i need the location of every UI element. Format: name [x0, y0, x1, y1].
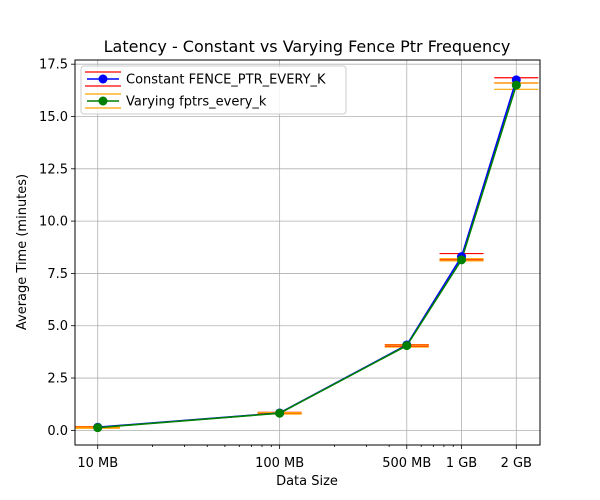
legend: Constant FENCE_PTR_EVERY_K Varying fptrs_… [80, 65, 347, 115]
y-tick-label: 15.0 [39, 110, 68, 125]
y-axis-ticks: 0.0 2.5 5.0 7.5 10.0 12.5 15.0 17.5 [39, 58, 75, 439]
data-point [457, 255, 467, 265]
y-tick-label: 2.5 [47, 372, 68, 387]
y-tick-label: 5.0 [47, 319, 68, 334]
x-axis-label: Data Size [276, 474, 338, 489]
data-point [402, 341, 412, 351]
y-tick-label: 12.5 [39, 162, 68, 177]
x-axis-ticks: 10 MB 100 MB 500 MB 1 GB 2 GB [77, 445, 532, 471]
y-tick-label: 7.5 [47, 267, 68, 282]
x-tick-label: 500 MB [382, 456, 431, 471]
x-tick-label: 1 GB [446, 456, 477, 471]
series-points [93, 75, 521, 433]
y-tick-label: 17.5 [39, 58, 68, 73]
data-point [93, 423, 103, 433]
x-tick-label: 10 MB [77, 456, 118, 471]
y-tick-label: 10.0 [39, 215, 68, 230]
legend-box [80, 65, 347, 115]
legend-marker [98, 74, 108, 84]
y-axis-label: Average Time (minutes) [15, 174, 30, 330]
data-point [511, 80, 521, 90]
grid-lines [75, 60, 540, 445]
legend-label: Varying fptrs_every_k [126, 95, 267, 110]
data-point [275, 408, 285, 418]
x-tick-label: 100 MB [255, 456, 304, 471]
plot-frame [74, 59, 541, 446]
legend-items: Constant FENCE_PTR_EVERY_K Varying fptrs_… [85, 71, 326, 110]
chart-title: Latency - Constant vs Varying Fence Ptr … [104, 37, 511, 56]
legend-marker [98, 96, 108, 106]
x-tick-label: 2 GB [501, 456, 532, 471]
y-tick-label: 0.0 [47, 424, 68, 439]
legend-label: Constant FENCE_PTR_EVERY_K [126, 73, 326, 88]
